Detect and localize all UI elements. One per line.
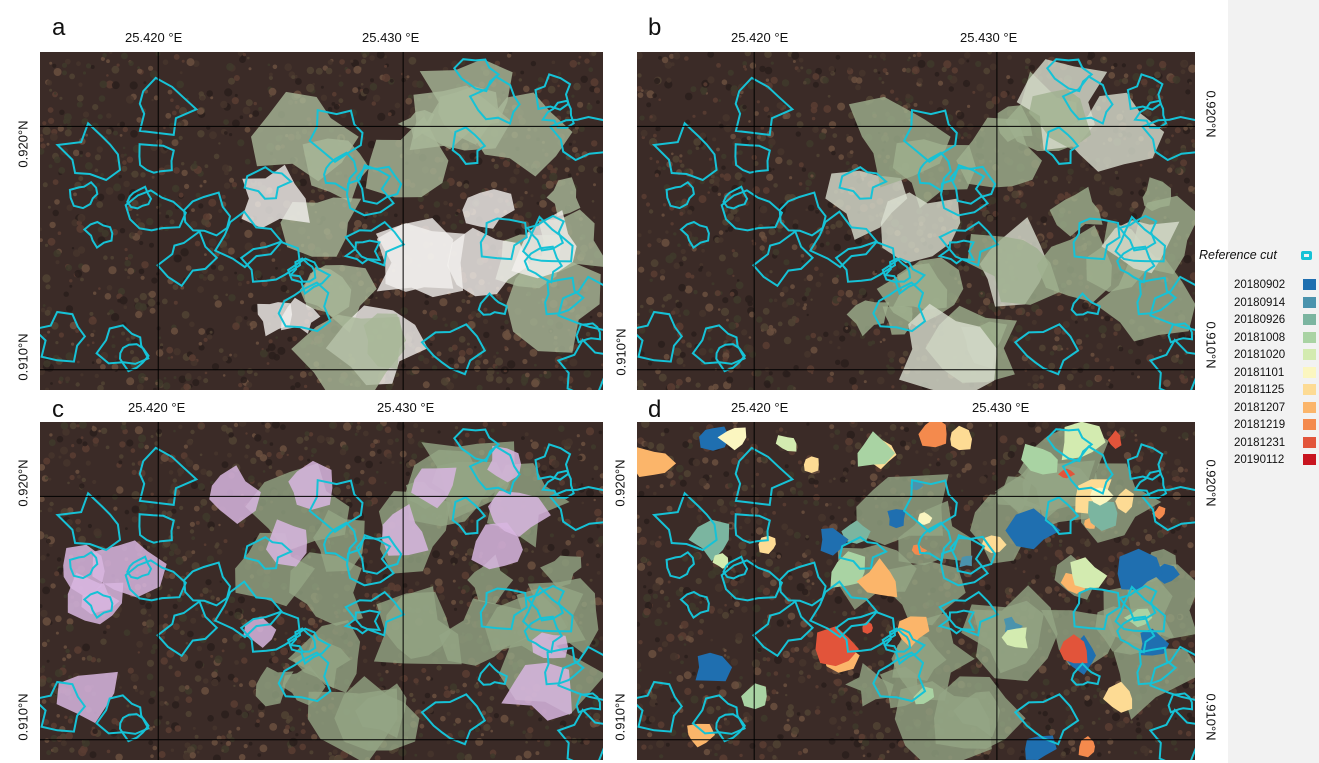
panel-a-lat-label-2: 0.910°N <box>15 333 31 381</box>
panel-a-lat-label-1: 0.920°N <box>15 120 31 168</box>
panel-d-lon-label-2: 25.430 °E <box>972 400 1030 415</box>
legend-item-swatch <box>1303 454 1316 465</box>
map-imagery <box>40 52 603 390</box>
panel-b-lon-label-1: 25.420 °E <box>731 30 789 45</box>
panel-d-lat-label-4: 0.910°N <box>1203 693 1219 741</box>
legend-item-label: 20181219 <box>1234 419 1286 431</box>
legend-item-label: 20181020 <box>1234 349 1286 361</box>
panel-b-lat-label-2: 0.910°N <box>1203 321 1219 369</box>
panel-c-lat-label-2: 0.910°N <box>15 693 31 741</box>
legend-item-swatch <box>1303 384 1316 395</box>
legend-item-swatch <box>1303 279 1316 290</box>
legend-item-label: 20181207 <box>1234 401 1286 414</box>
legend-item-swatch <box>1303 436 1316 448</box>
panel-d-letter: d <box>648 396 662 423</box>
panel-d-lat-label-1: 0.920°N <box>612 459 628 507</box>
panel-d-lat-label-3: 0.920°N <box>1203 459 1219 507</box>
legend-item-label: 20181008 <box>1234 331 1286 344</box>
legend-item-label: 20180914 <box>1234 296 1286 309</box>
panel-c-lon-label-1: 25.420 °E <box>128 400 186 415</box>
panel-b-lon-label-2: 25.430 °E <box>960 30 1018 45</box>
reference-cut-swatch <box>1301 251 1312 260</box>
legend-item-label: 20181125 <box>1234 384 1285 396</box>
legend-item-swatch <box>1303 366 1316 378</box>
legend-item-swatch <box>1303 401 1316 413</box>
panel-c-lat-label-1: 0.920°N <box>15 459 31 507</box>
panel-a-lon-label-2: 25.430 °E <box>362 30 420 45</box>
panel-b-lat-label-3: 0.910°N <box>613 328 629 376</box>
map-imagery <box>637 52 1195 390</box>
map-imagery <box>637 422 1195 760</box>
legend-item-label: 20180902 <box>1234 279 1286 291</box>
panel-c-letter: c <box>52 396 64 423</box>
legend-item-label: 20181231 <box>1234 436 1286 449</box>
legend-item-swatch <box>1303 331 1316 343</box>
legend-item-swatch <box>1303 296 1316 308</box>
panel-b-letter: b <box>648 14 662 41</box>
map-imagery <box>40 422 603 760</box>
legend-item-swatch <box>1303 419 1316 430</box>
legend-item-label: 20190112 <box>1234 454 1285 466</box>
panel-c-lon-label-2: 25.430 °E <box>377 400 435 415</box>
satellite-map-panel-a <box>40 52 603 390</box>
legend-item-label: 20180926 <box>1234 314 1286 326</box>
legend-item-label: 20181101 <box>1234 366 1285 379</box>
panel-b-lat-label-1: 0.920°N <box>1203 90 1219 138</box>
panel-a-letter: a <box>52 14 66 41</box>
satellite-map-panel-d <box>637 422 1195 760</box>
legend-item-swatch <box>1303 314 1316 325</box>
legend-background <box>1228 0 1319 763</box>
legend-item-swatch <box>1303 349 1316 360</box>
panel-d-lat-label-2: 0.910°N <box>612 693 628 741</box>
satellite-map-panel-b <box>637 52 1195 390</box>
panel-d-lon-label-1: 25.420 °E <box>731 400 789 415</box>
panel-a-lon-label-1: 25.420 °E <box>125 30 183 45</box>
legend-reference-label: Reference cut <box>1199 248 1277 262</box>
satellite-map-panel-c <box>40 422 603 760</box>
